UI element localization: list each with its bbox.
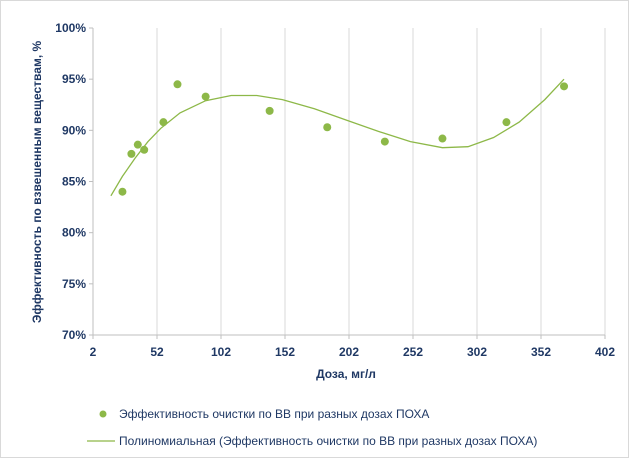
tick-labels: 70%75%80%85%90%95%100%2 52 102 152 202 252 302… [55, 21, 615, 359]
x-tick-label: 202 [339, 345, 359, 359]
y-axis-title: Эффективность по взвешенным веществам, % [30, 41, 44, 324]
data-point [380, 137, 389, 146]
data-point [201, 92, 210, 101]
y-tick-label: 80% [62, 226, 86, 240]
axes [89, 27, 606, 339]
data-point [438, 134, 447, 143]
data-point [502, 118, 511, 127]
legend: Эффективность очистки по ВВ при разных д… [87, 407, 537, 448]
data-point [323, 123, 332, 132]
data-point [127, 149, 136, 158]
y-tick-label: 100% [55, 21, 86, 35]
x-tick-label: 52 [150, 345, 164, 359]
grid-lines [156, 28, 606, 335]
y-tick-label: 95% [62, 72, 86, 86]
legend-label-points: Эффективность очистки по ВВ при разных д… [119, 407, 429, 421]
x-tick-label: 352 [531, 345, 551, 359]
x-axis-title: Доза, мг/л [316, 367, 376, 381]
x-tick-label: 252 [403, 345, 423, 359]
x-tick-label: 2 [90, 345, 97, 359]
data-point [560, 82, 569, 91]
y-tick-label: 90% [62, 123, 86, 137]
points-layer [118, 80, 569, 196]
data-point [159, 118, 168, 127]
x-tick-label: 152 [275, 345, 295, 359]
x-tick-label: 102 [211, 345, 231, 359]
trendline-layer [110, 78, 565, 197]
x-tick-label: 402 [595, 345, 615, 359]
trendline [110, 78, 565, 197]
data-point [133, 140, 142, 149]
y-tick-label: 75% [62, 277, 86, 291]
data-point [140, 145, 149, 154]
y-tick-label: 70% [62, 328, 86, 342]
data-point [173, 80, 182, 89]
data-point [265, 106, 274, 115]
y-tick-label: 85% [62, 175, 86, 189]
legend-label-trendline: Полиномиальная (Эффективность очистки по… [119, 434, 537, 448]
legend-marker-points [99, 410, 107, 418]
data-point [118, 187, 127, 196]
x-tick-label: 302 [467, 345, 487, 359]
